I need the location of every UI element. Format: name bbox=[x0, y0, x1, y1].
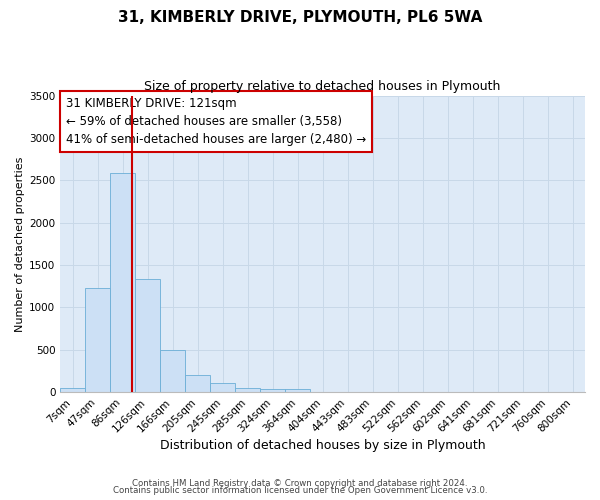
Text: 31, KIMBERLY DRIVE, PLYMOUTH, PL6 5WA: 31, KIMBERLY DRIVE, PLYMOUTH, PL6 5WA bbox=[118, 10, 482, 25]
Text: 31 KIMBERLY DRIVE: 121sqm
← 59% of detached houses are smaller (3,558)
41% of se: 31 KIMBERLY DRIVE: 121sqm ← 59% of detac… bbox=[65, 97, 366, 146]
Bar bbox=[160, 350, 185, 392]
X-axis label: Distribution of detached houses by size in Plymouth: Distribution of detached houses by size … bbox=[160, 440, 485, 452]
Bar bbox=[110, 172, 135, 392]
Bar bbox=[285, 390, 310, 392]
Bar bbox=[210, 383, 235, 392]
Bar bbox=[60, 388, 85, 392]
Bar bbox=[260, 389, 285, 392]
Text: Contains HM Land Registry data © Crown copyright and database right 2024.: Contains HM Land Registry data © Crown c… bbox=[132, 478, 468, 488]
Bar bbox=[185, 376, 210, 392]
Bar bbox=[235, 388, 260, 392]
Text: Contains public sector information licensed under the Open Government Licence v3: Contains public sector information licen… bbox=[113, 486, 487, 495]
Title: Size of property relative to detached houses in Plymouth: Size of property relative to detached ho… bbox=[145, 80, 501, 93]
Bar bbox=[85, 288, 110, 392]
Bar bbox=[135, 278, 160, 392]
Y-axis label: Number of detached properties: Number of detached properties bbox=[15, 156, 25, 332]
